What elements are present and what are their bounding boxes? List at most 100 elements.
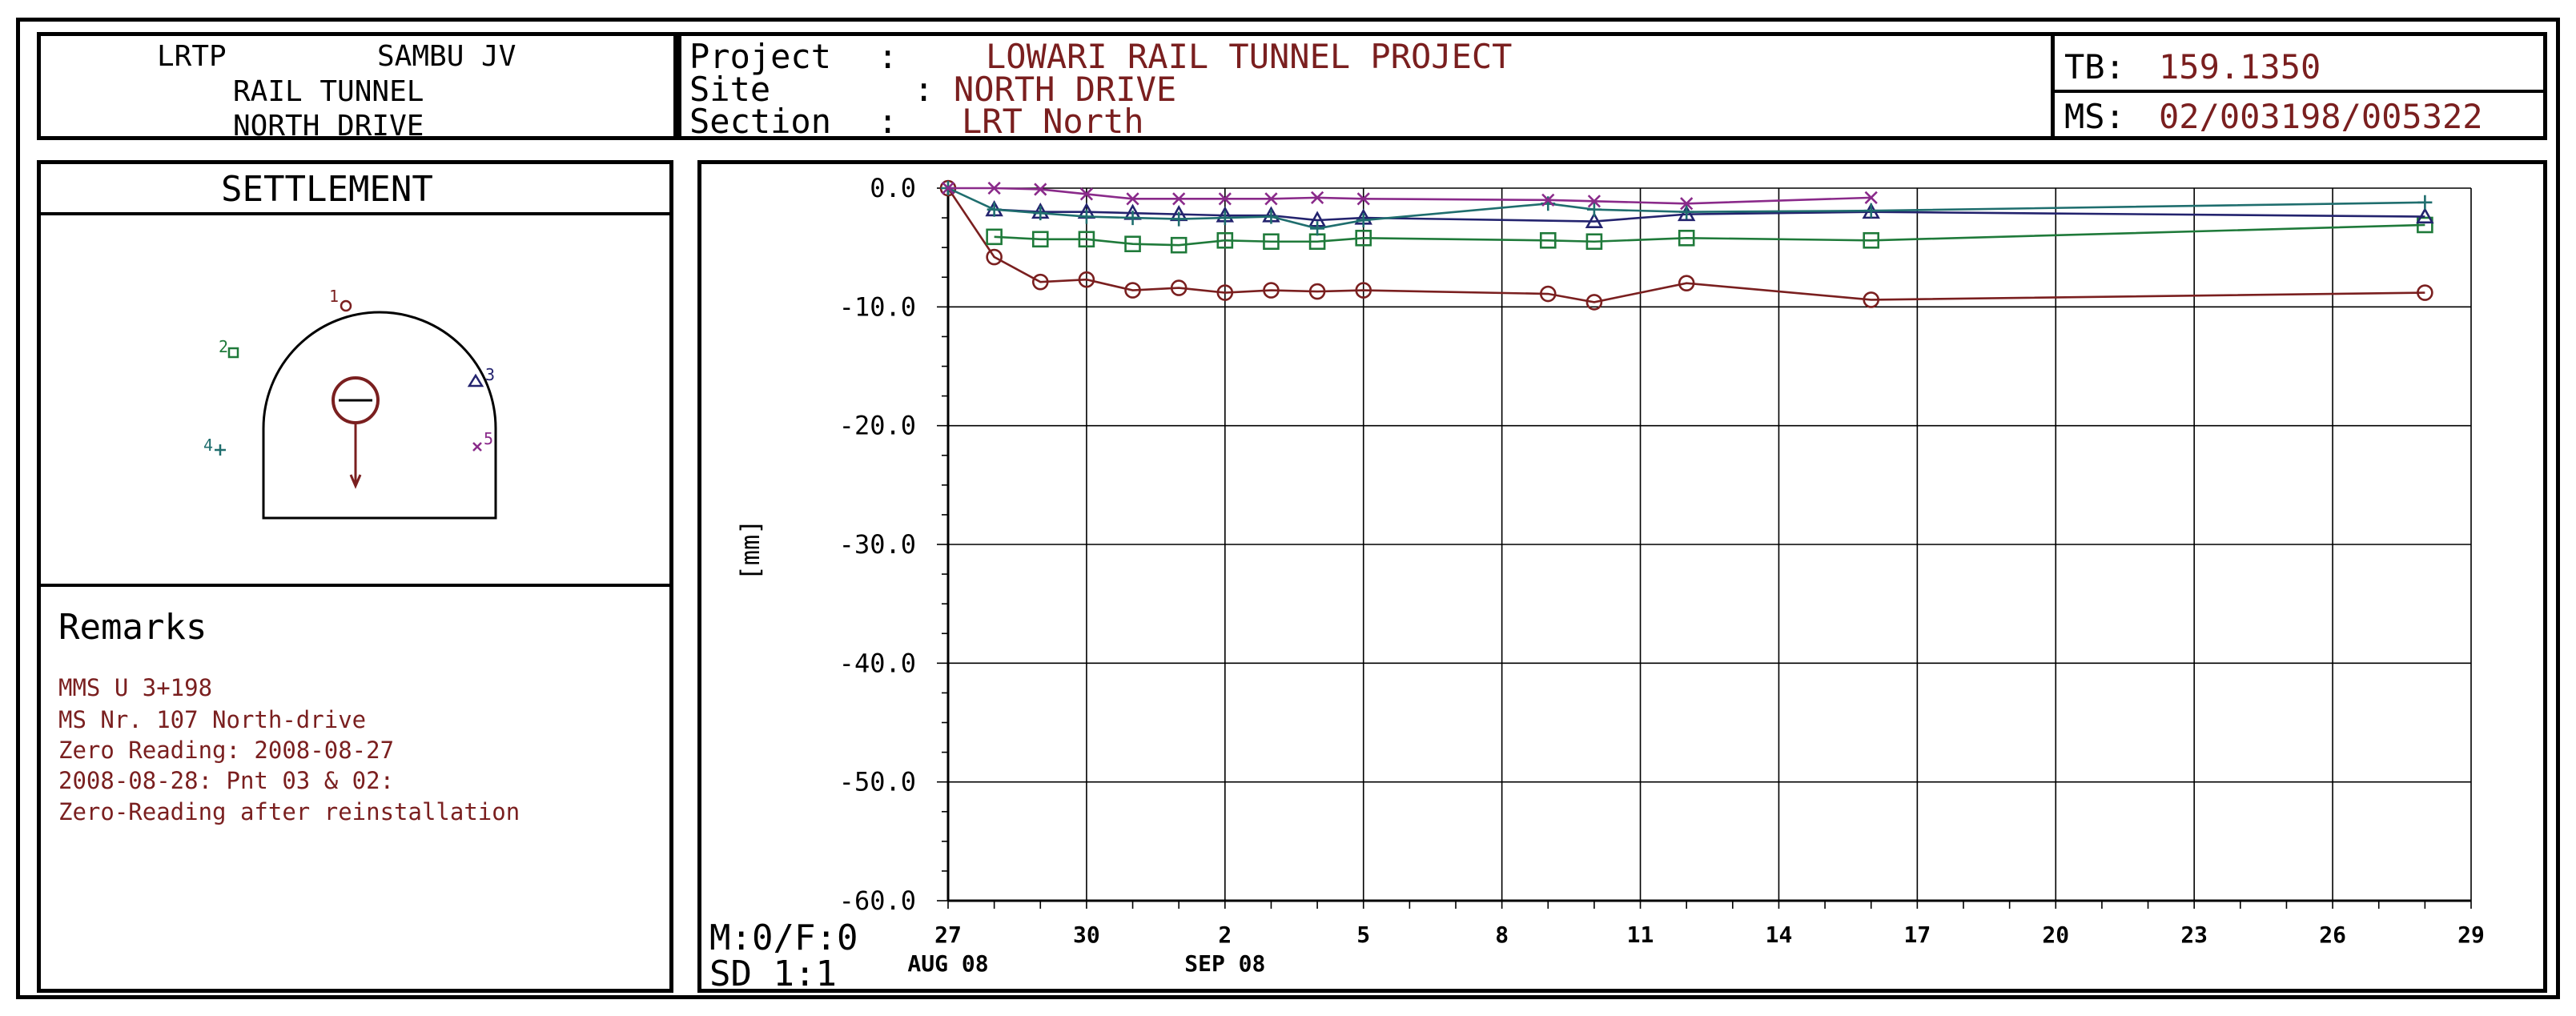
x-tick-label: 29 [2457,922,2485,948]
settlement-title-line [41,212,669,215]
series-5-point [1079,187,1094,201]
point-3-marker [467,373,484,388]
y-tick-label: -50.0 [839,767,916,797]
series-1-point [1216,284,1234,301]
series-2-point [1170,236,1188,254]
series-4-point [987,202,1002,217]
chart-panel: 0.0 -10.0 -20.0 -30.0 -40.0 -50.0 -60.0 27 30 2 5 8… [697,160,2547,993]
series-1-point [1308,283,1326,300]
tb-ms-divider [2055,90,2543,93]
series-5-point [1172,192,1186,206]
y-axis-label: [mm] [735,519,766,580]
org-line3: NORTH DRIVE [233,110,424,143]
series-1-point [986,248,1003,266]
series-4-point [1217,211,1232,226]
series-1-line [946,187,2425,303]
header-project-box: Project : LOWARI RAIL TUNNEL PROJECT Sit… [677,32,2055,140]
series-1-point [1678,275,1695,291]
footer-mf: M:0/F:0 [709,918,858,958]
y-tick-label: -10.0 [839,291,916,322]
footer-sd: SD 1:1 [709,954,837,994]
chart-ticks: 0.0 -10.0 -20.0 -30.0 -40.0 -50.0 -60.0 27 30 2 5 8… [839,173,2485,977]
org-line2: RAIL TUNNEL [233,75,424,108]
series-5-point [1680,197,1694,211]
remarks-line-5: Zero-Reading after reinstallation [58,798,520,825]
settlement-chart: 0.0 -10.0 -20.0 -30.0 -40.0 -50.0 -60.0 27 30 2 5 8… [735,173,2485,977]
x-tick-label: 17 [1904,922,1931,948]
series-4-point [1356,213,1371,228]
series-4-point [1125,211,1140,226]
point-3-label: 3 [485,365,495,384]
series-2-point [1539,231,1557,249]
series-3-point [2416,207,2434,224]
series-5 [941,181,1878,211]
series-1-point [1263,282,1280,299]
point-4-marker [215,444,226,456]
site-value: NORTH DRIVE [954,70,1177,109]
ms-value: 02/003198/005322 [2159,97,2483,136]
remarks-line-1: MMS U 3+198 [58,674,213,701]
remarks-title: Remarks [58,607,207,648]
series-5-point [1126,192,1139,206]
chart-series [939,179,2434,311]
diagram-remarks-divider [41,584,669,587]
series-2-line [994,223,2425,247]
series-2-point [1585,233,1603,251]
series-5-point [1541,193,1555,207]
series-2-point [1678,230,1695,247]
point-1-label: 1 [329,287,339,306]
point-2-label: 2 [219,337,228,356]
series-1-point [1355,282,1372,299]
x-tick-label: 8 [1495,922,1509,948]
series-5-point [1587,195,1601,208]
x-tick-label: 30 [1073,922,1100,948]
section-label: Section [689,102,832,141]
series-5-point [987,181,1001,195]
point-4-label: 4 [203,436,213,455]
series-1-point [1863,291,1880,308]
series-2-point [1263,233,1280,251]
point-5-label: 5 [484,429,493,448]
series-1-point [1585,294,1603,311]
series-3-point [1677,204,1696,222]
series-1-point [1539,285,1557,303]
point-5-marker [472,442,482,452]
remarks-line-4: 2008-08-28: Pnt 03 & 02: [58,767,395,794]
site-label: Site [689,70,771,109]
tb-value: 159.1350 [2159,47,2321,86]
series-2-point [1863,231,1880,249]
tb-label: TB: [2064,47,2125,86]
series-4 [941,181,2433,236]
x-tick-label: 20 [2042,922,2069,948]
x-tick-label: 11 [1627,922,1654,948]
y-tick-label: -60.0 [839,885,916,916]
series-1-point [1170,279,1188,296]
header-tb-ms-box: TB: 159.1350 MS: 02/003198/005322 [2051,32,2547,140]
remarks-line-3: Zero Reading: 2008-08-27 [58,737,395,764]
left-panel: SETTLEMENT 1 2 3 4 5 Remarks MMS U 3+198… [37,160,673,993]
section-sep: : [878,102,898,141]
x-tick-label: 26 [2319,922,2346,948]
series-4-point [1310,221,1325,236]
series-5-point [1034,183,1047,196]
settlement-title: SETTLEMENT [221,169,433,210]
series-2-point [1078,231,1095,248]
series-1-point [2417,284,2433,301]
series-4-point [1586,202,1601,217]
org-left: LRTP [157,40,227,73]
y-tick-label: 0.0 [870,173,916,203]
series-4-point [1171,211,1187,227]
x-tick-label: 2 [1218,922,1232,948]
x-month-label: SEP 08 [1184,950,1265,977]
series-1-point [1124,282,1141,299]
series-5-point [1264,192,1278,206]
point-1-marker [340,299,352,312]
project-value: LOWARI RAIL TUNNEL PROJECT [986,37,1513,76]
point-2-marker [227,347,239,359]
settlement-arrow-head [349,474,362,489]
series-4-point [1541,196,1556,211]
series-5-point [1310,191,1324,204]
series-4-point [1863,203,1879,219]
x-tick-label: 5 [1356,922,1370,948]
x-tick-label: 23 [2180,922,2208,948]
